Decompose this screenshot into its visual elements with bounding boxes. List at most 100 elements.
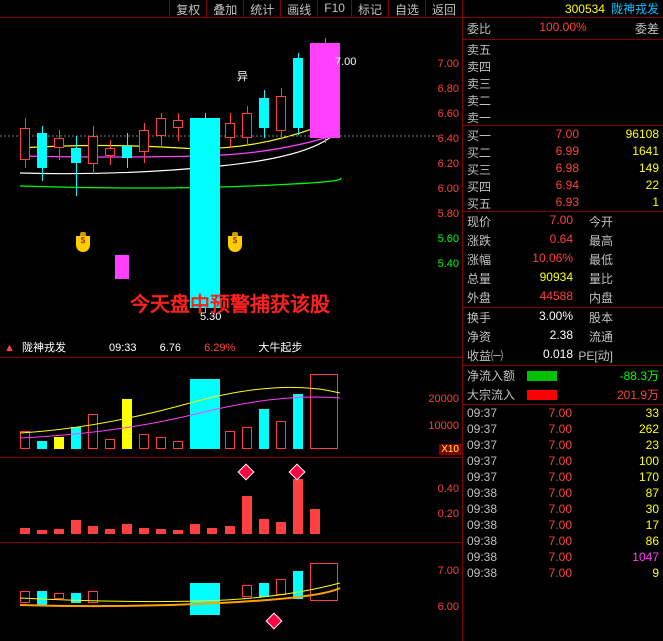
tick-time: 09:38 [467,534,512,548]
indicator1-chart[interactable]: 0.400.20 [0,458,463,543]
detail-row: 收益㈠0.018PE[动] [467,346,659,365]
detail-label2: 今开 [573,213,613,230]
tick-qty: 86 [572,534,659,548]
ind1-bar [88,526,98,534]
volume-bar [259,409,269,449]
ind2-bar [20,591,30,603]
tick-price: 7.00 [512,550,572,564]
toolbar-F10[interactable]: F10 [317,0,351,17]
up-arrow-icon: ▲ [4,342,15,354]
detail-row: 现价7.00今开 [467,212,659,231]
tick-time: 09:38 [467,518,512,532]
ind2-yaxis-label: 7.00 [438,565,459,577]
buy-label: 买四 [467,178,509,193]
detail-label2: 量比 [573,270,613,287]
vol-yaxis-label: 20000 [428,393,459,405]
tick-price: 7.00 [512,486,572,500]
tick-qty: 30 [572,502,659,516]
money-flow: 净流入额-88.3万大宗流入201.9万 [463,366,663,405]
ind1-bar [122,524,132,534]
tick-time: 09:37 [467,406,512,420]
tick-row: 09:387.0017 [467,517,659,533]
ind1-bar [105,529,115,534]
annotation-price-high: 7.00 [335,56,356,68]
indicator2-chart[interactable]: 7.006.00 [0,543,463,638]
chart-info-bar: ▲ 陇神戎发 09:33 6.76 6.29% 大牛起步 [4,339,459,355]
ind2-bar [276,579,286,595]
ind1-bar [37,530,47,534]
tick-price: 7.00 [512,406,572,420]
tick-qty: 9 [572,566,659,580]
toolbar-统计[interactable]: 统计 [243,0,280,17]
toolbar-画线[interactable]: 画线 [280,0,317,17]
ind1-bar [276,522,286,534]
tick-row: 09:387.0030 [467,501,659,517]
tick-time: 09:37 [467,470,512,484]
detail-label: 净资 [467,328,515,345]
volume-bar [71,427,81,449]
ind2-bar [190,583,220,615]
tick-row: 09:387.0087 [467,485,659,501]
tick-qty: 87 [572,486,659,500]
volume-bar [105,439,115,449]
yaxis-label: 6.20 [438,158,459,170]
candle [242,113,252,138]
detail-label2: 最高 [573,232,613,249]
volume-chart[interactable]: 2000010000 X10 [0,358,463,458]
toolbar-叠加[interactable]: 叠加 [206,0,243,17]
ind1-bar [71,520,81,534]
tick-row: 09:377.00100 [467,453,659,469]
ind1-bar [20,528,30,534]
ind1-bar [139,528,149,534]
tick-price: 7.00 [512,470,572,484]
volume-bar [190,379,220,449]
ind1-bar [225,526,235,534]
toolbar-自选[interactable]: 自选 [388,0,425,17]
detail-value: 2.38 [515,328,573,345]
watermark-text: 今天盘中预警捕获该股 [130,288,330,317]
detail-label2: 内盘 [573,289,613,306]
sell-label: 卖四 [467,58,509,73]
candle [88,136,98,164]
ind1-bar [54,529,64,534]
candle [105,148,115,156]
buy-label: 买二 [467,144,509,159]
tick-list: 09:377.003309:377.0026209:377.002309:377… [463,405,663,581]
buy-label: 买一 [467,127,509,142]
info-change: 6.29% [204,342,235,354]
candle [293,58,303,128]
toolbar-返回[interactable]: 返回 [425,0,462,17]
stock-name[interactable]: 陇神戎发 [611,0,659,17]
buy-row: 买二6.991641 [467,143,659,160]
fundamentals: 换手3.00%股本净资2.38流通收益㈠0.018PE[动] [463,308,663,366]
tick-row: 09:377.00170 [467,469,659,485]
flow-value: 201.9万 [557,386,659,403]
flow-value: -88.3万 [557,367,659,384]
stock-header: 300534 陇神戎发 [463,0,663,18]
main-kline-chart[interactable]: 7.006.806.606.406.206.005.805.605.40 $$ … [0,18,463,358]
volume-bar [293,394,303,449]
volume-bar [37,441,47,449]
ratio-label: 委比 [467,20,507,37]
ind2-bar [54,593,64,599]
detail-value: 0.64 [515,232,573,249]
stock-code: 300534 [565,2,605,16]
yaxis-label: 5.40 [438,258,459,270]
ind2-bar [37,591,47,605]
info-tag: 大牛起步 [258,342,302,354]
toolbar-复权[interactable]: 复权 [169,0,206,17]
sell-label: 卖二 [467,92,509,107]
right-panel: 300534 陇神戎发 委比 100.00% 委差 卖五卖四卖三卖二卖一 买一7… [463,0,663,641]
sell-row: 卖一 [467,108,659,125]
flow-row: 净流入额-88.3万 [467,366,659,385]
buy-row: 买一7.0096108 [467,126,659,143]
detail-value: 10.06% [515,251,573,268]
toolbar-标记[interactable]: 标记 [351,0,388,17]
commission-ratio-row: 委比 100.00% 委差 [463,18,663,40]
ind1-yaxis-label: 0.20 [438,508,459,520]
yaxis-label: 6.80 [438,83,459,95]
candle [156,118,166,136]
tick-row: 09:377.00262 [467,421,659,437]
detail-value: 0.018 [515,347,573,364]
detail-label: 涨跌 [467,232,515,249]
